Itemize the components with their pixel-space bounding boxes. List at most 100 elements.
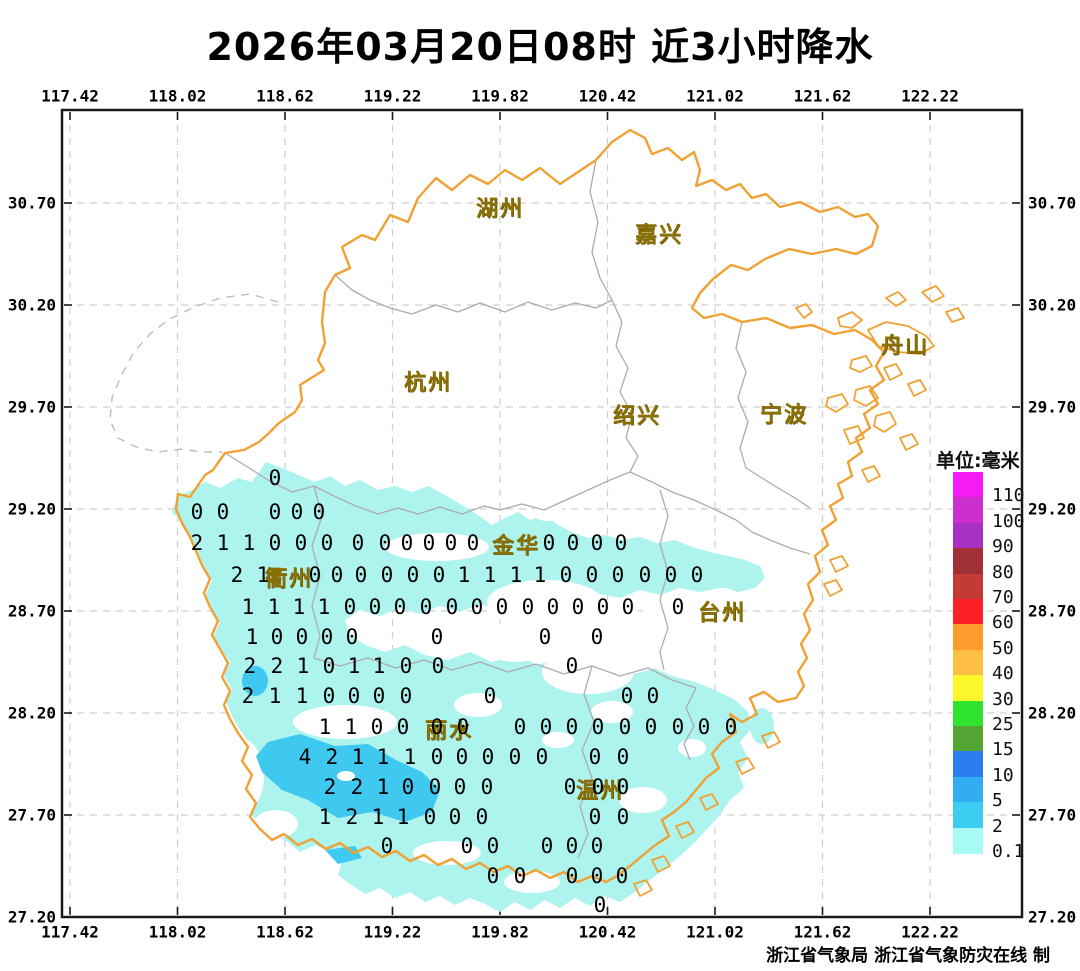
- station-value: 0: [343, 595, 357, 619]
- legend-swatch-70: [953, 573, 983, 600]
- station-value: 0: [347, 684, 361, 708]
- station-value: 0: [312, 500, 326, 524]
- legend-swatch-40: [953, 649, 983, 676]
- lat-tick-left: 28.70: [7, 601, 56, 621]
- lon-tick-bottom: 119.22: [363, 922, 422, 942]
- station-value: 0: [614, 531, 628, 555]
- station-value: 0: [401, 775, 415, 799]
- station-value: 0: [431, 654, 445, 678]
- station-value: 0: [538, 625, 552, 649]
- station-value: 0: [320, 625, 334, 649]
- station-value: 1: [216, 531, 230, 555]
- station-value: 0: [566, 531, 580, 555]
- legend-value: 90: [992, 536, 1014, 558]
- station-value: 0: [565, 715, 579, 739]
- station-value: 0: [724, 715, 738, 739]
- legend-value: 80: [992, 561, 1014, 583]
- legend-value: 50: [992, 637, 1014, 659]
- station-value: 0: [268, 466, 282, 490]
- legend-swatch-60: [953, 599, 983, 625]
- station-value: 2: [323, 775, 337, 799]
- station-value: 0: [540, 834, 554, 858]
- station-value: 0: [616, 745, 630, 769]
- station-value: 1: [241, 595, 255, 619]
- lat-tick-right: 30.70: [1028, 193, 1077, 213]
- station-value: 0: [399, 654, 413, 678]
- station-value: 0: [378, 531, 392, 555]
- station-value: 0: [542, 531, 556, 555]
- station-value: 0: [470, 595, 484, 619]
- station-value: 1: [268, 684, 282, 708]
- lon-tick-bottom: 118.62: [256, 922, 314, 942]
- station-value: 0: [455, 745, 469, 769]
- station-value: 0: [546, 595, 560, 619]
- station-value: 0: [320, 531, 334, 555]
- lon-tick-top: 117.42: [41, 86, 99, 106]
- lat-tick-right: 27.70: [1028, 805, 1077, 825]
- station-value: 0: [495, 595, 509, 619]
- station-value: 1: [245, 625, 259, 649]
- station-value: 0: [559, 563, 573, 587]
- station-value: 0: [475, 805, 489, 829]
- station-value: 0: [563, 775, 577, 799]
- station-value: 0: [697, 715, 711, 739]
- lat-tick-right: 30.20: [1028, 295, 1077, 315]
- lon-tick-bottom: 121.02: [686, 922, 744, 942]
- station-value: 0: [268, 500, 282, 524]
- city-label-丽水: 丽水: [424, 719, 474, 744]
- station-value: 0: [638, 563, 652, 587]
- precip-fill-2mm: [242, 666, 440, 864]
- station-value: 1: [376, 775, 390, 799]
- station-value: 0: [513, 864, 527, 888]
- station-value: 0: [400, 531, 414, 555]
- station-value: 0: [621, 595, 635, 619]
- station-value: 0: [354, 563, 368, 587]
- station-value: 0: [646, 684, 660, 708]
- lat-tick-right: 28.70: [1028, 601, 1077, 621]
- lon-tick-top: 120.42: [578, 86, 637, 106]
- station-value: 0: [372, 684, 386, 708]
- prefecture-boundaries: [224, 159, 811, 859]
- station-value: 0: [399, 684, 413, 708]
- lon-tick-bottom: 118.02: [148, 922, 207, 942]
- map-frame: [60, 108, 1024, 919]
- station-value: 0: [644, 715, 658, 739]
- station-value: 0: [571, 595, 585, 619]
- station-value: 1: [376, 745, 390, 769]
- station-value: 0: [216, 500, 230, 524]
- city-label-台州: 台州: [697, 601, 747, 626]
- station-value: 1: [318, 715, 332, 739]
- city-label-金华: 金华: [491, 534, 541, 559]
- legend-value: 60: [992, 612, 1014, 634]
- station-value: 2: [190, 531, 204, 555]
- station-value: 0: [322, 654, 336, 678]
- legend-swatch-5: [953, 776, 983, 803]
- station-value: 0: [308, 563, 322, 587]
- station-value: 1: [242, 531, 256, 555]
- station-value: 0: [430, 715, 444, 739]
- city-label-舟山: 舟山: [880, 334, 930, 359]
- neighbor-province-boundary: [109, 293, 279, 453]
- station-value: 0: [460, 834, 474, 858]
- station-value: 0: [380, 834, 394, 858]
- station-value: 1: [371, 805, 385, 829]
- legend-swatch-90: [953, 522, 983, 549]
- legend-value: 110: [992, 485, 1025, 507]
- lon-tick-bottom: 119.82: [471, 922, 529, 942]
- station-value: 0: [430, 625, 444, 649]
- lon-tick-bottom: 121.62: [793, 922, 852, 942]
- station-value: 0: [481, 745, 495, 769]
- legend-value: 100: [992, 510, 1025, 532]
- legend-swatch-0.1: [953, 827, 983, 854]
- station-value: 0: [565, 654, 579, 678]
- station-value: 0: [593, 893, 607, 917]
- legend-value: 5: [992, 790, 1003, 812]
- station-value: 2: [350, 775, 364, 799]
- station-value: 0: [422, 531, 436, 555]
- station-value: 0: [486, 834, 500, 858]
- station-value: 0: [419, 595, 433, 619]
- station-value: 0: [620, 684, 634, 708]
- station-value: 0: [370, 715, 384, 739]
- legend-swatch-25: [953, 700, 983, 727]
